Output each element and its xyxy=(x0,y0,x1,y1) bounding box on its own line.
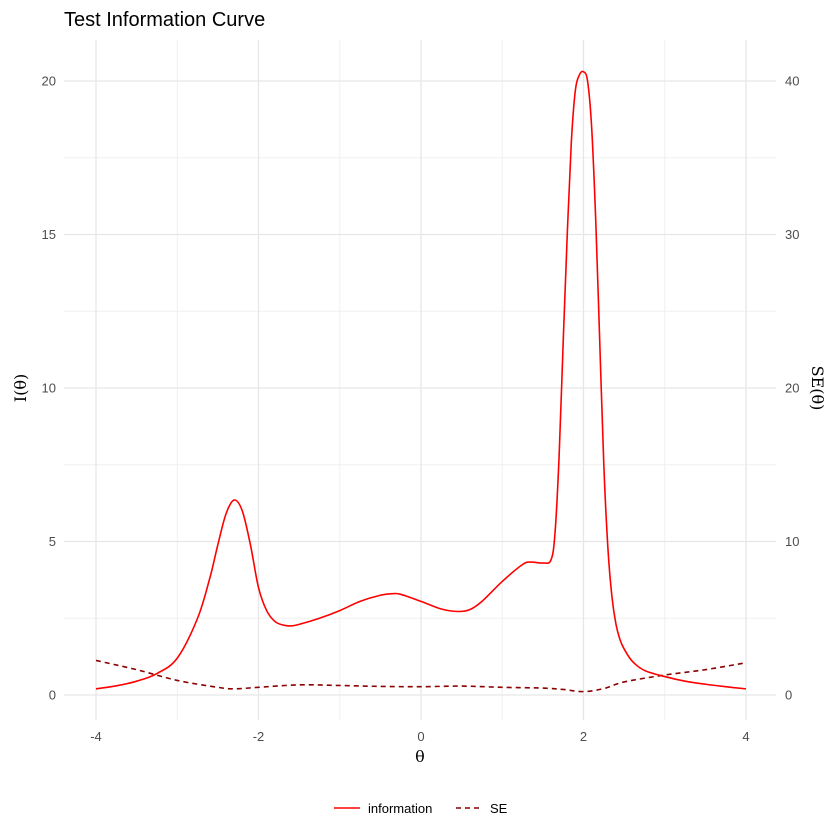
x-tick-label: 2 xyxy=(580,729,587,744)
chart-title: Test Information Curve xyxy=(64,9,265,31)
x-tick-label: 0 xyxy=(417,729,424,744)
legend-label-information: information xyxy=(368,801,432,816)
y-left-axis-label: I(θ) xyxy=(11,374,30,402)
x-tick-label: -2 xyxy=(253,729,265,744)
y-right-tick-label: 40 xyxy=(785,74,799,89)
x-tick-label: 4 xyxy=(742,729,749,744)
legend-label-se: SE xyxy=(490,801,508,816)
y-left-tick-label: 5 xyxy=(49,534,56,549)
y-right-axis-label: SE(θ) xyxy=(808,366,827,411)
grid xyxy=(64,40,776,720)
y-left-tick-label: 15 xyxy=(42,227,56,242)
series-layer xyxy=(95,70,747,693)
series-line-se xyxy=(95,659,747,693)
y-right-tick-label: 10 xyxy=(785,534,799,549)
y-left-tick-label: 0 xyxy=(49,688,56,703)
y-right-tick-label: 20 xyxy=(785,381,799,396)
y-left-tick-label: 20 xyxy=(42,74,56,89)
y-right-tick-label: 30 xyxy=(785,227,799,242)
series-line-information xyxy=(95,70,747,690)
legend: information SE xyxy=(334,801,508,816)
x-axis-label: θ xyxy=(415,747,425,766)
x-tick-label: -4 xyxy=(90,729,102,744)
y-left-tick-label: 10 xyxy=(42,381,56,396)
y-right-tick-label: 0 xyxy=(785,688,792,703)
